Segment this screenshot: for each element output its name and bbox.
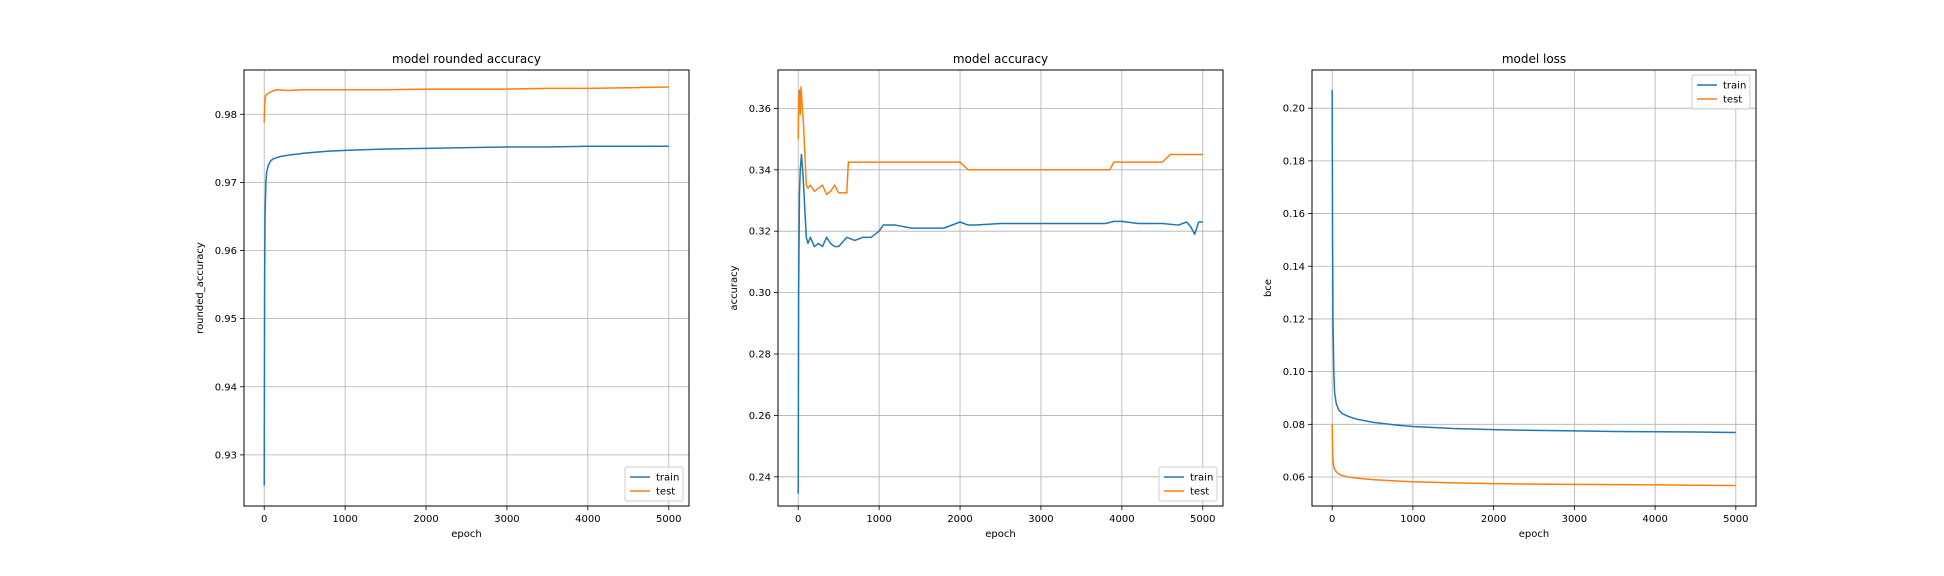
legend-box <box>1691 74 1751 110</box>
y-tick-label: 0.10 <box>1283 367 1305 378</box>
x-axis-label: epoch <box>985 529 1015 540</box>
y-tick-label: 0.08 <box>1283 420 1305 431</box>
y-tick-label: 0.26 <box>749 411 771 422</box>
y-tick-label: 0.98 <box>215 110 237 121</box>
y-tick-label: 0.96 <box>215 246 237 257</box>
legend: train test <box>1691 74 1751 110</box>
y-tick-label: 0.34 <box>749 165 771 176</box>
x-tick-label: 3000 <box>494 514 519 525</box>
axes-frame <box>1311 69 1757 507</box>
x-tick-label: 0 <box>795 514 801 525</box>
legend: train test <box>624 466 684 502</box>
y-tick-label: 0.28 <box>749 350 771 361</box>
y-tick-label: 0.30 <box>749 288 771 299</box>
chart-title: model accuracy <box>953 52 1048 66</box>
legend-box <box>624 466 684 502</box>
y-axis-label: rounded_accuracy <box>195 242 206 334</box>
axes-frame <box>777 69 1224 507</box>
x-tick-label: 4000 <box>575 514 600 525</box>
legend-label-train: train <box>1190 473 1213 484</box>
legend-label-train: train <box>1723 81 1746 92</box>
x-tick-label: 5000 <box>656 514 681 525</box>
chart-title: model rounded accuracy <box>392 52 541 66</box>
x-tick-label: 1000 <box>866 514 891 525</box>
series-line-train <box>263 145 669 486</box>
y-tick-label: 0.97 <box>215 178 237 189</box>
x-axis-label: epoch <box>451 529 481 540</box>
y-tick-label: 0.18 <box>1283 156 1305 167</box>
x-tick-label: 0 <box>261 514 267 525</box>
legend-label-train: train <box>656 473 679 484</box>
y-tick-label: 0.32 <box>749 227 771 238</box>
y-tick-label: 0.20 <box>1283 104 1305 115</box>
x-tick-label: 3000 <box>1562 514 1587 525</box>
series-line-train <box>797 153 1203 494</box>
y-tick-label: 0.93 <box>215 450 237 461</box>
chart-model-loss: 0 1000 2000 3000 4000 5000 0.06 0.08 0.10 0.12 0.1… <box>1263 52 1757 540</box>
x-tick-label: 2000 <box>413 514 438 525</box>
legend-label-test: test <box>1190 487 1209 498</box>
legend: train test <box>1158 466 1218 502</box>
y-axis-label: accuracy <box>729 265 740 310</box>
x-tick-label: 1000 <box>1400 514 1425 525</box>
x-tick-label: 4000 <box>1109 514 1134 525</box>
x-tick-label: 3000 <box>1028 514 1053 525</box>
y-tick-label: 0.94 <box>215 382 237 393</box>
x-tick-label: 2000 <box>947 514 972 525</box>
y-tick-label: 0.14 <box>1283 262 1305 273</box>
x-tick-label: 1000 <box>332 514 357 525</box>
y-tick-label: 0.06 <box>1283 473 1305 484</box>
legend-label-test: test <box>656 487 675 498</box>
y-axis-label: bce <box>1263 279 1274 297</box>
series-line-test <box>1331 424 1736 487</box>
y-tick-label: 0.36 <box>749 104 771 115</box>
chart-model-rounded-accuracy: 0 1000 2000 3000 4000 5000 0.93 0.94 0.95 0.96 0.9… <box>195 52 690 540</box>
legend-label-test: test <box>1723 95 1742 106</box>
y-tick-label: 0.16 <box>1283 209 1305 220</box>
series-line-test <box>797 86 1203 196</box>
chart-title: model loss <box>1502 52 1566 66</box>
y-tick-label: 0.95 <box>215 314 237 325</box>
x-tick-label: 5000 <box>1723 514 1748 525</box>
series-line-test <box>263 86 669 123</box>
y-tick-label: 0.24 <box>749 472 771 483</box>
axes-frame <box>243 69 690 507</box>
x-tick-label: 2000 <box>1481 514 1506 525</box>
y-tick-label: 0.12 <box>1283 314 1305 325</box>
x-tick-label: 5000 <box>1190 514 1215 525</box>
x-tick-label: 0 <box>1329 514 1335 525</box>
x-axis-label: epoch <box>1519 529 1549 540</box>
x-tick-label: 4000 <box>1642 514 1667 525</box>
chart-model-accuracy: 0 1000 2000 3000 4000 5000 0.24 0.26 0.28 0.30 0.3… <box>729 52 1224 540</box>
legend-box <box>1158 466 1218 502</box>
series-line-train <box>1331 89 1736 434</box>
